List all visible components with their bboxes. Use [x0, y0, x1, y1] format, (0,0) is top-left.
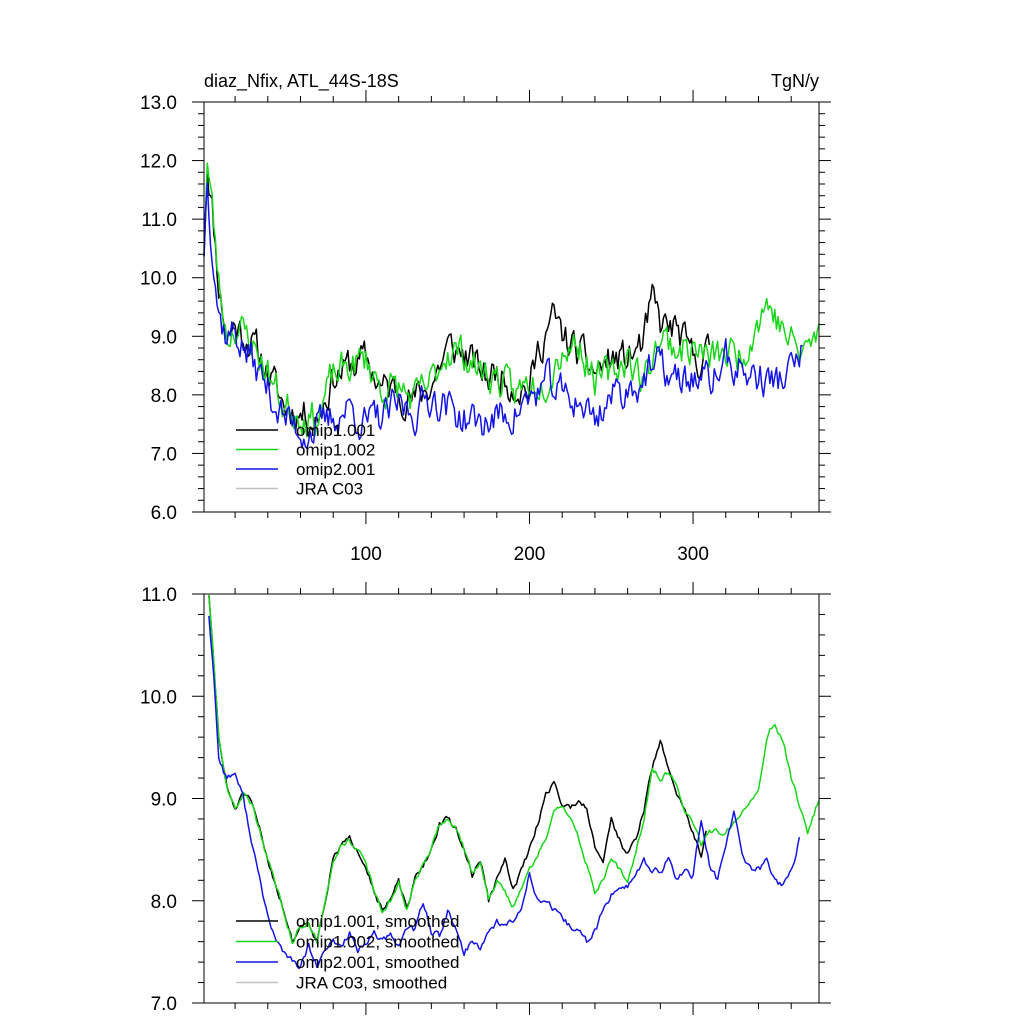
y-tick-label: 11.0 [141, 585, 177, 606]
y-tick-label: 9.0 [151, 790, 177, 811]
plot-frame [203, 101, 820, 513]
y-tick-label: 12.0 [140, 152, 177, 173]
y-tick-label: 10.0 [140, 687, 177, 708]
y-tick-label: 7.0 [151, 444, 177, 465]
y-tick-label: 13.0 [140, 93, 177, 114]
legend-label: omip2.001, smoothed [296, 953, 460, 972]
legend-label: omip1.001 [296, 421, 375, 440]
y-tick-label: 8.0 [151, 892, 177, 913]
legend-label: omip1.002, smoothed [296, 933, 460, 952]
legend-label: omip1.001, smoothed [296, 912, 460, 931]
legend-label: omip1.002 [296, 441, 375, 460]
chart-units: TgN/y [771, 71, 819, 91]
bottom-panel: 7.08.09.010.011.0 omip1.001, smoothedomi… [140, 582, 831, 1015]
series-line-omip2-001 [203, 182, 803, 450]
y-tick-label: 8.0 [151, 386, 177, 407]
chart-title: diaz_Nfix, ATL_44S-18S [204, 71, 399, 92]
y-tick-label: 10.0 [140, 269, 177, 290]
top-panel: diaz_Nfix, ATL_44S-18S TgN/y 6.0 7.0 8.0 9.… [140, 71, 831, 565]
series-layer [208, 595, 820, 970]
legend-label: JRA C03, smoothed [296, 974, 447, 993]
y-tick-label: 7.0 [151, 994, 177, 1015]
y-tick-label: 11.0 [141, 210, 177, 231]
axes-layer: 7.0 8.0 9.0 10.0 11.0 [140, 582, 831, 1015]
series-line-omip2-001-smoothed [208, 615, 801, 970]
x-tick-label: 100 [350, 544, 382, 565]
y-tick-label: 6.0 [151, 503, 177, 524]
x-tick-label: 200 [514, 544, 546, 565]
x-tick-label: 300 [677, 544, 709, 565]
axes-layer: 6.0 7.0 8.0 9.0 10.0 11.0 12.0 13.0 100 200 300 [140, 90, 831, 565]
legend: omip1.001, smoothed omip1.002, smoothedom… [236, 912, 460, 993]
series-line-omip1-002 [203, 162, 820, 438]
series-line-omip1-002-smoothed [208, 595, 820, 945]
y-tick-label: 9.0 [151, 327, 177, 348]
legend-label: JRA C03 [296, 480, 363, 499]
series-layer [203, 162, 820, 450]
legend-label: omip2.001 [296, 460, 375, 479]
